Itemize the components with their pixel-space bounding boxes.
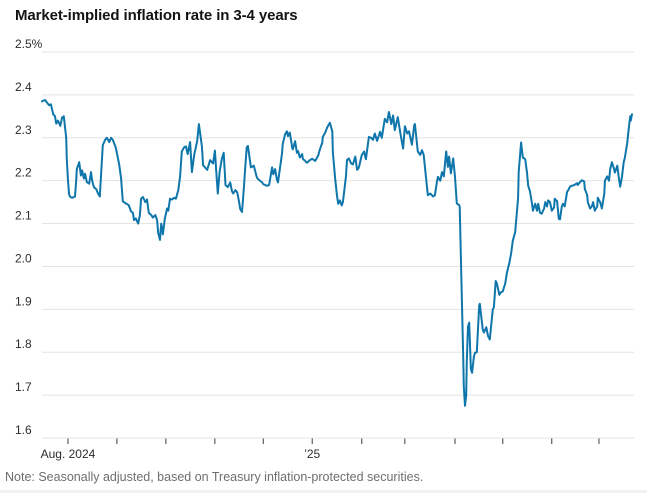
- y-axis-label: 1.7: [15, 380, 32, 394]
- inflation-rate-line: [41, 99, 633, 407]
- chart-title: Market-implied inflation rate in 3-4 yea…: [15, 7, 298, 24]
- y-axis-label: 1.6: [15, 423, 32, 437]
- line-chart-canvas[interactable]: 2.5% 2.4 2.3 2.2 2.1 2.0 1.9 1.8 1.7 1.6 Aug. 2024…: [0, 0, 647, 465]
- bottom-divider: [0, 490, 647, 493]
- y-axis-label: 2.4: [15, 80, 32, 94]
- x-axis-label: Aug. 2024: [41, 447, 96, 461]
- y-axis-label: 1.9: [15, 294, 32, 308]
- y-axis-label: 1.8: [15, 337, 32, 351]
- y-axis-label: 2.5%: [15, 37, 43, 51]
- y-axis-label: 2.0: [15, 251, 32, 265]
- x-axis-label: ’25: [304, 447, 320, 461]
- y-axis-label: 2.3: [15, 123, 32, 137]
- chart-note: Note: Seasonally adjusted, based on Trea…: [5, 470, 424, 484]
- y-axis-label: 2.2: [15, 166, 32, 180]
- y-axis-label: 2.1: [15, 209, 32, 223]
